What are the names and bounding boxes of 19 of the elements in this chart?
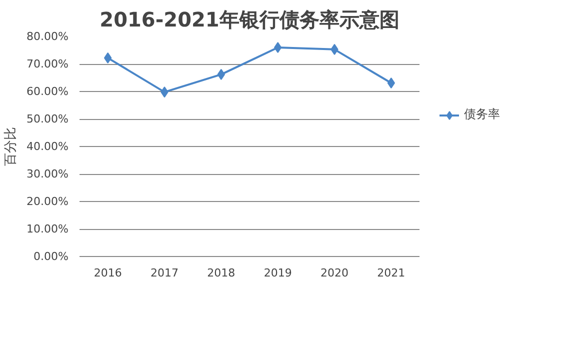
y-tick-label: 80.00%: [26, 30, 69, 43]
chart-title: 2016-2021年银行债务率示意图: [100, 8, 400, 32]
x-tick-label: 2017: [150, 266, 179, 280]
y-tick-label: 30.00%: [26, 168, 69, 180]
point: [274, 42, 282, 53]
x-tick-label: 2016: [94, 266, 122, 280]
x-tick-label: 2018: [207, 266, 236, 280]
y-tick-label: 40.00%: [26, 140, 69, 153]
x-tick-label: 2021: [377, 266, 406, 280]
x-tick-label: 2019: [264, 266, 292, 280]
y-tick-label: 10.00%: [26, 222, 69, 236]
legend-label: 债务率: [464, 106, 500, 124]
y-tick-label: 50.00%: [26, 112, 69, 126]
y-axis-title: 百分比: [4, 127, 19, 166]
x-tick-label: 2020: [320, 266, 349, 280]
y-tick-label: 0.00%: [34, 250, 69, 263]
y-tick-label: 20.00%: [26, 195, 69, 208]
y-tick-label: 70.00%: [26, 58, 69, 70]
y-tick-label: 60.00%: [26, 85, 69, 98]
